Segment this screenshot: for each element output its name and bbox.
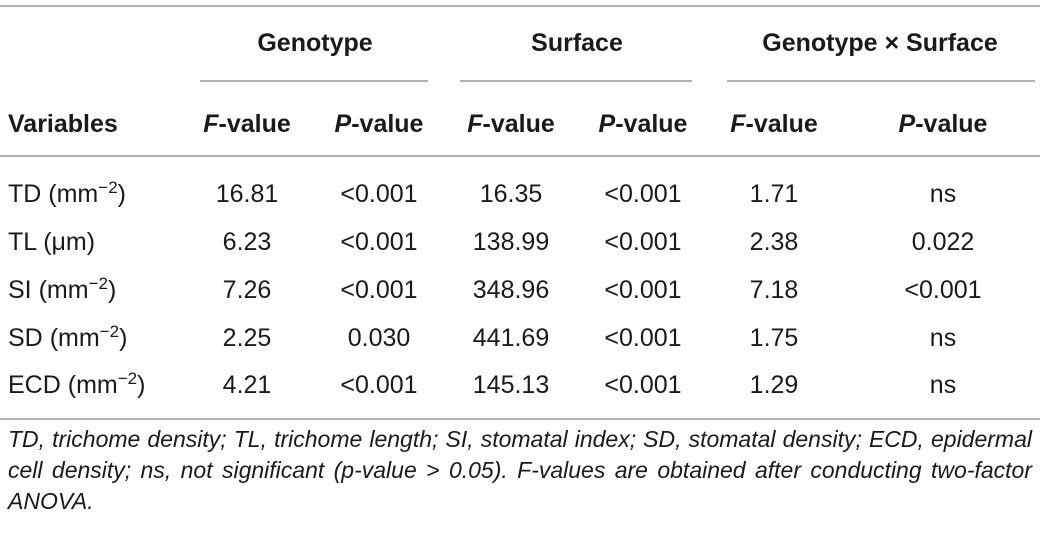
table-cell: 145.13	[472, 371, 550, 399]
table-cell: 2.38	[749, 228, 799, 256]
top-rule	[0, 5, 1040, 7]
variable-label: TL (μm)	[8, 227, 95, 257]
variable-name: TD	[8, 180, 42, 208]
column-header-suffix: -value	[351, 110, 424, 138]
column-header-letter: F	[730, 110, 746, 138]
bottom-rule	[0, 418, 1040, 420]
column-header-suffix: -value	[482, 110, 555, 138]
table-cell: <0.001	[340, 228, 418, 256]
table-cell: 1.71	[749, 180, 799, 208]
variable-unit-base: (mm	[67, 371, 118, 399]
table-cell: <0.001	[604, 228, 682, 256]
column-header-letter: P	[598, 110, 616, 138]
table-cell: 7.18	[749, 276, 799, 304]
table-cell: 7.26	[222, 276, 272, 304]
variable-label: SI (mm−2)	[8, 275, 116, 305]
table-cell: <0.001	[604, 180, 682, 208]
table-cell: 0.030	[347, 324, 411, 352]
table-cell: <0.001	[340, 371, 418, 399]
table-cell: <0.001	[340, 180, 418, 208]
table-cell: 6.23	[222, 228, 272, 256]
group-header-interaction: Genotype × Surface	[762, 29, 998, 57]
table-footnote: TD, trichome density; TL, trichome lengt…	[8, 426, 1032, 514]
variable-name: SI	[8, 276, 32, 304]
variable-unit-sup: −2	[99, 322, 120, 341]
variable-unit-sup: −2	[88, 274, 108, 293]
variable-unit-base: (mm	[48, 180, 99, 208]
column-header-p-value: P-value	[899, 109, 988, 139]
column-header-letter: P	[898, 110, 916, 138]
variable-name: ECD	[8, 371, 61, 399]
header-rule	[0, 155, 1040, 157]
table-cell: <0.001	[340, 276, 418, 304]
variable-label: TD (mm−2)	[8, 179, 126, 209]
column-header-f-value: F-value	[203, 109, 291, 139]
variable-label: SD (mm−2)	[8, 323, 127, 353]
variable-unit-end: )	[137, 371, 146, 399]
interaction-group-rule	[727, 80, 1035, 82]
column-header-letter: P	[334, 110, 352, 138]
table-cell: 138.99	[472, 228, 550, 256]
column-header-suffix: -value	[915, 110, 988, 138]
variable-name: TL	[8, 228, 37, 256]
column-header-f-value: F-value	[467, 109, 555, 139]
group-header-surface: Surface	[531, 29, 623, 57]
table-cell: <0.001	[604, 371, 682, 399]
column-header-suffix: -value	[218, 110, 291, 138]
variable-unit-base: (mm	[49, 324, 100, 352]
table-cell: <0.001	[904, 276, 982, 304]
variable-unit-base: (mm	[38, 276, 89, 304]
table-cell: 1.29	[749, 371, 799, 399]
table-cell: <0.001	[604, 324, 682, 352]
table-cell: <0.001	[604, 276, 682, 304]
table-cell: 0.022	[911, 228, 975, 256]
column-header-letter: F	[203, 110, 219, 138]
genotype-group-rule	[200, 80, 428, 82]
table-cell: 16.81	[215, 180, 279, 208]
row-header-variables: Variables	[8, 110, 118, 138]
column-header-suffix: -value	[615, 110, 688, 138]
variable-unit-base: (μm)	[43, 228, 96, 256]
variable-unit-end: )	[117, 180, 126, 208]
variable-name: SD	[8, 324, 43, 352]
table-cell: ns	[929, 371, 957, 399]
variable-unit-end: )	[107, 276, 117, 304]
table-cell: 348.96	[472, 276, 550, 304]
table-cell: 441.69	[472, 324, 550, 352]
column-header-f-value: F-value	[730, 109, 818, 139]
variable-unit-end: )	[119, 324, 128, 352]
variable-unit-sup: −2	[117, 369, 138, 388]
surface-group-rule	[460, 80, 692, 82]
variable-label: ECD (mm−2)	[8, 370, 145, 400]
table-cell: 16.35	[479, 180, 543, 208]
variable-unit-sup: −2	[98, 178, 118, 197]
table-cell: 4.21	[222, 371, 272, 399]
column-header-suffix: -value	[745, 110, 818, 138]
column-header-p-value: P-value	[335, 109, 424, 139]
column-header-letter: F	[467, 110, 483, 138]
table-cell: ns	[929, 180, 957, 208]
column-header-p-value: P-value	[599, 109, 688, 139]
table-cell: 2.25	[222, 324, 272, 352]
table-cell: ns	[929, 324, 957, 352]
table-cell: 1.75	[749, 324, 799, 352]
group-header-genotype: Genotype	[257, 29, 373, 57]
